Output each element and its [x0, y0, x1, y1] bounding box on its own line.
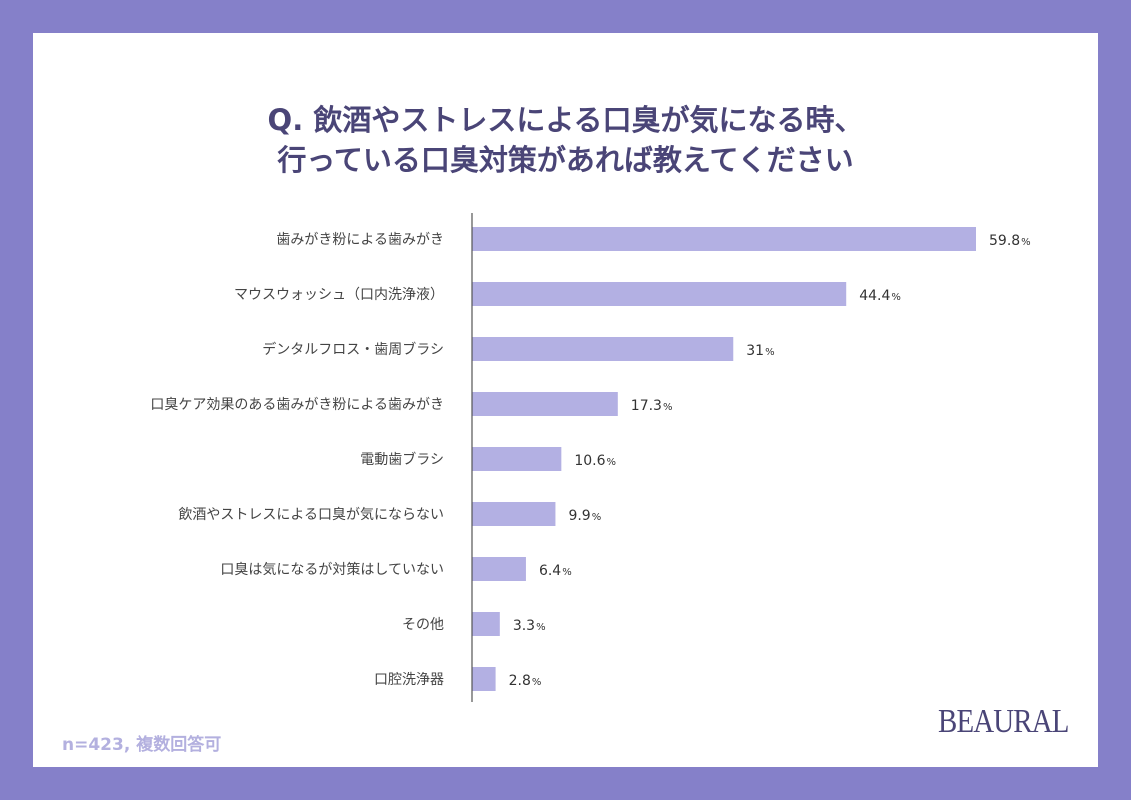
data-label: 2.8%: [509, 673, 542, 689]
chart-title-line-2: 行っている口臭対策があれば教えてください: [277, 143, 854, 177]
category-label: デンタルフロス・歯周ブラシ: [262, 341, 444, 358]
data-label: 9.9%: [568, 508, 601, 524]
bar: [472, 502, 556, 526]
data-label: 31%: [746, 343, 774, 359]
category-label: その他: [402, 617, 444, 633]
bar: [472, 282, 847, 306]
chart-title: Q. 飲酒やストレスによる口臭が気になる時、 行っている口臭対策があれば教えてく…: [0, 100, 1131, 180]
data-label: 44.4%: [859, 288, 901, 304]
bar: [472, 612, 500, 636]
brand-logo: BEAURAL: [938, 703, 1069, 740]
data-label: 6.4%: [539, 563, 572, 579]
bar: [472, 392, 618, 416]
category-label: 歯みがき粉による歯みがき: [276, 232, 444, 248]
category-label: 電動歯ブラシ: [360, 451, 444, 468]
category-label: 口腔洗浄器: [374, 672, 444, 688]
bar: [472, 337, 734, 361]
bar: [472, 557, 526, 581]
data-label: 17.3%: [631, 398, 673, 414]
chart-title-line-1: Q. 飲酒やストレスによる口臭が気になる時、: [267, 103, 864, 137]
sample-note: n=423, 複数回答可: [62, 735, 222, 755]
category-label: 飲酒やストレスによる口臭が気にならない: [178, 507, 444, 523]
category-label: マウスウォッシュ（口内洗浄液）: [234, 287, 444, 303]
bar: [472, 667, 496, 691]
category-label: 口臭は気になるが対策はしていない: [220, 561, 444, 578]
data-label: 3.3%: [513, 618, 546, 634]
data-label: 59.8%: [989, 233, 1031, 249]
bar: [472, 227, 976, 251]
bar: [472, 447, 562, 471]
category-label: 口臭ケア効果のある歯みがき粉による歯みがき: [150, 397, 444, 413]
data-label: 10.6%: [574, 453, 616, 469]
